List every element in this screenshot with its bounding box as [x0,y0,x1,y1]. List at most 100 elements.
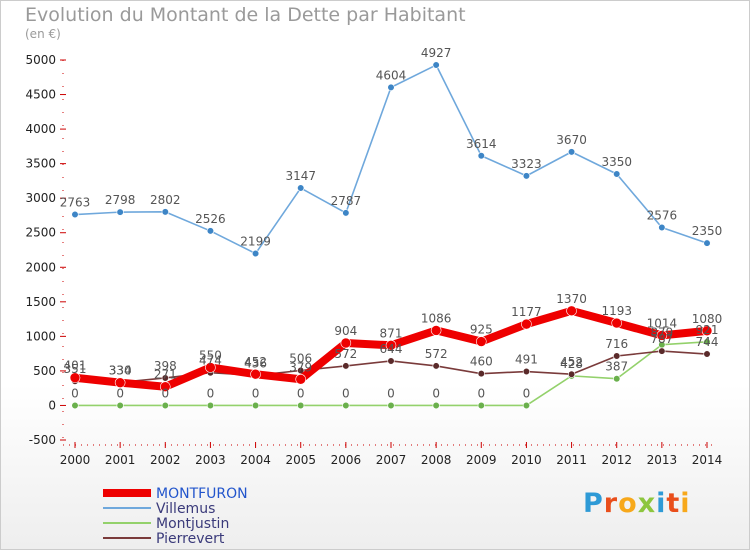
data-point-montjustin [613,375,621,383]
data-point-montjustin [703,338,711,346]
x-tick-label: 2010 [511,453,542,467]
chart-axes: -500 0 500 1000 1500 2000 2500 3000 3500 4000 4500… [25,53,722,467]
data-label-montfuron: 401 [64,359,87,373]
data-label-villemus: 4927 [421,46,452,60]
data-label-montfuron: 904 [334,324,357,338]
data-label-villemus: 3323 [511,157,542,171]
chart-title: Evolution du Montant de la Dette par Hab… [25,4,466,26]
series-layer [69,61,713,410]
data-point-montfuron [340,337,352,349]
data-label-montfuron: 1014 [647,316,678,330]
data-label-montjustin: 879 [650,326,673,340]
y-tick-label: 4000 [25,122,56,136]
data-label-montjustin: 0 [252,386,260,400]
data-label-pierrevert: 572 [425,347,448,361]
x-tick-label: 2004 [240,453,271,467]
data-label-montjustin: 0 [161,386,169,400]
data-point-villemus [116,208,124,216]
logo-letter: t [666,488,681,519]
y-tick-label: 2000 [25,260,56,274]
x-tick-label: 2013 [647,453,678,467]
data-label-villemus: 3670 [556,133,587,147]
data-point-villemus [342,209,350,217]
data-point-pierrevert [567,370,576,378]
logo-letter: x [637,488,657,519]
x-tick-label: 2014 [692,453,723,467]
data-point-montfuron [205,362,216,373]
data-label-pierrevert: 398 [154,359,177,373]
data-label-montjustin: 0 [71,386,79,400]
data-label-montjustin: 0 [387,386,395,400]
data-point-pierrevert [703,350,711,358]
data-label-pierrevert: 334 [109,363,132,377]
data-label-montjustin: 0 [477,386,485,400]
x-tick-label: 2005 [285,453,316,467]
data-label-montjustin: 0 [342,386,350,400]
data-point-montfuron [159,381,171,393]
data-point-pierrevert [297,366,305,375]
data-point-montfuron [475,336,487,347]
data-point-montjustin [297,401,305,410]
data-label-villemus: 3147 [285,169,316,183]
data-point-pierrevert [658,347,666,355]
data-label-montfuron: 1080 [692,312,723,326]
logo-letter: i [656,488,667,519]
data-label-montfuron: 1086 [421,311,452,325]
data-label-pierrevert: 716 [605,337,628,351]
x-tick-label: 2007 [376,453,407,467]
data-point-pierrevert [477,370,485,378]
data-label-villemus: 2802 [150,193,181,207]
data-label-villemus: 2199 [240,235,271,249]
data-label-montfuron: 871 [380,326,403,340]
data-point-montjustin [477,401,485,410]
data-point-villemus [387,83,395,91]
data-label-montfuron: 452 [244,355,267,369]
data-label-pierrevert: 452 [560,355,583,369]
y-tick-label: 5000 [25,53,56,67]
data-point-villemus [703,239,711,247]
data-point-pierrevert [387,357,395,365]
data-label-montjustin: 387 [605,360,628,374]
data-label-montjustin: 0 [207,386,215,400]
data-point-pierrevert [432,362,440,370]
data-label-villemus: 2763 [60,196,91,210]
data-point-villemus [658,223,666,232]
data-label-montjustin: 0 [432,386,440,400]
data-label-montfuron: 1177 [511,305,542,319]
data-label-villemus: 4604 [376,68,407,82]
data-label-montjustin: 428 [560,357,583,371]
logo-letter: o [618,488,638,519]
data-point-montjustin [251,401,260,410]
data-label-montfuron: 1193 [601,304,632,318]
data-point-pierrevert [342,362,350,370]
data-label-pierrevert: 436 [244,356,267,370]
data-label-montjustin: 0 [297,386,305,400]
data-label-pierrevert: 572 [334,347,357,361]
x-tick-label: 2009 [466,453,497,467]
data-label-montfuron: 330 [109,364,132,378]
chart-unit-label: (en €) [25,27,61,41]
data-point-pierrevert [613,352,621,360]
data-label-villemus: 2350 [692,224,723,238]
data-point-villemus [251,249,260,258]
data-point-montfuron [385,339,397,351]
data-point-montjustin [161,401,169,410]
data-point-montfuron [430,325,442,336]
data-point-montjustin [432,401,440,410]
data-point-villemus [477,152,485,160]
data-label-villemus: 2787 [331,194,362,208]
y-tick-label: 2500 [25,226,56,240]
data-point-montjustin [522,401,531,410]
y-tick-label: -500 [29,433,56,447]
data-point-villemus [161,208,169,216]
data-label-pierrevert: 644 [380,342,403,356]
y-tick-label: 0 [48,398,56,412]
y-tick-label: 1000 [25,329,56,343]
data-point-montjustin [387,401,395,410]
data-labels-layer: 2763 2798 2802 2526 2199 3147 2787 4604 4927 3614… [60,46,723,400]
data-label-montfuron: 925 [470,323,493,337]
logo-letter: r [603,488,619,519]
